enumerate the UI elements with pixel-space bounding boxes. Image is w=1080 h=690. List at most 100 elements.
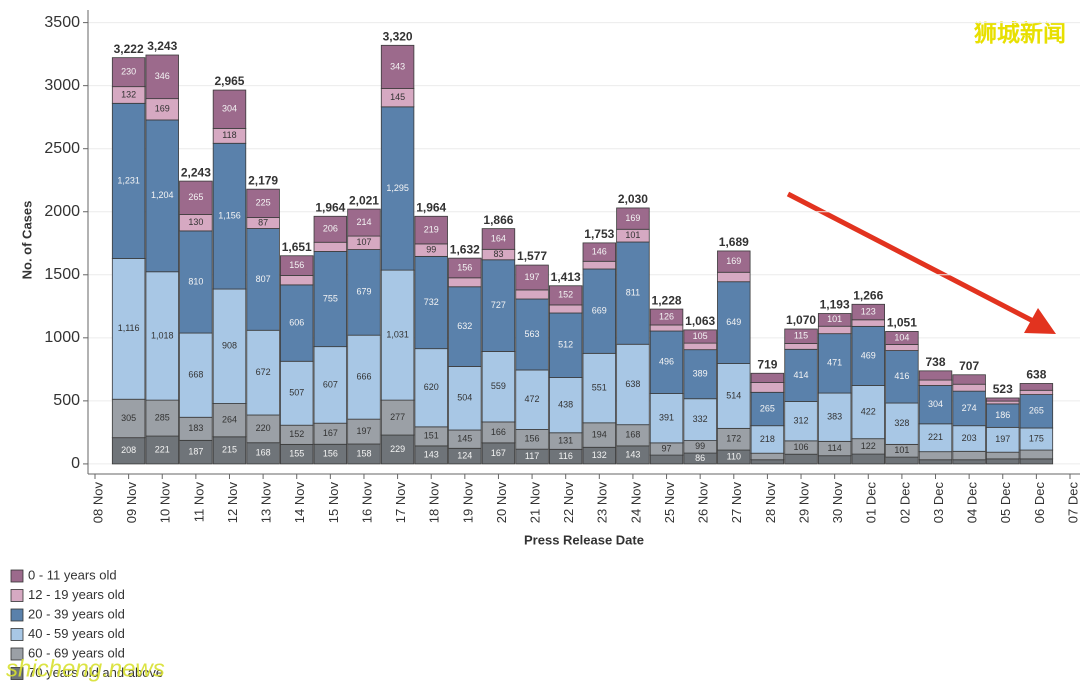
- bar-segment: [313, 241, 348, 252]
- bar-segment: [380, 399, 415, 436]
- x-tick-label: 09 Nov: [124, 482, 139, 524]
- bar-segment: [885, 350, 919, 404]
- segment-label: 277: [390, 412, 405, 422]
- bar-segment: [582, 422, 617, 448]
- segment-label: 551: [592, 382, 607, 392]
- segment-label: 168: [256, 448, 271, 458]
- segment-label: 194: [592, 429, 607, 439]
- x-tick-label: 18 Nov: [427, 482, 442, 524]
- bar-segment: [750, 459, 785, 465]
- bar-segment: [246, 329, 280, 416]
- segment-label: 727: [491, 300, 506, 310]
- total-label: 1,413: [551, 270, 581, 284]
- bar-segment: [414, 348, 448, 428]
- bar-segment: [817, 455, 852, 465]
- x-tick-label: 21 Nov: [528, 482, 543, 524]
- bar-segment: [448, 366, 482, 431]
- y-tick-label: 0: [71, 455, 80, 472]
- total-label: 1,651: [282, 240, 312, 254]
- bar-segment: [717, 281, 751, 364]
- legend-swatch: [10, 628, 24, 641]
- segment-label: 167: [491, 448, 506, 458]
- bar-segment: [784, 343, 818, 350]
- segment-label: 312: [794, 416, 809, 426]
- legend-label: 70 years old and above: [28, 665, 163, 680]
- y-tick-label: 2500: [44, 140, 80, 157]
- segment-label: 101: [827, 314, 842, 324]
- bar-segment: [1019, 389, 1054, 395]
- bar-segment: [918, 459, 953, 465]
- legend-swatch: [10, 608, 24, 622]
- x-tick-label: 15 Nov: [326, 482, 341, 524]
- bar-segment: [145, 399, 179, 437]
- x-tick-label: 02 Dec: [897, 482, 912, 524]
- x-tick-label: 29 Nov: [796, 482, 811, 524]
- bar-segment: [111, 258, 146, 400]
- segment-label: 169: [155, 104, 170, 114]
- segment-label: 755: [323, 293, 338, 303]
- bar-segment: [986, 458, 1020, 465]
- bar-segment: [347, 249, 381, 336]
- y-axis-label: No. of Cases: [19, 201, 34, 280]
- arrow-shaft: [786, 191, 1037, 325]
- x-tick-label: 30 Nov: [830, 482, 845, 524]
- segment-label: 203: [962, 433, 977, 443]
- segment-label: 172: [726, 434, 741, 444]
- total-label: 1,964: [416, 200, 446, 214]
- total-label: 738: [926, 355, 946, 369]
- bar-segment: [280, 284, 314, 362]
- segment-label: 114: [827, 443, 841, 453]
- bar-segment: [851, 319, 885, 327]
- segment-label: 1,156: [218, 211, 241, 221]
- segment-label: 158: [356, 448, 371, 458]
- segment-label: 469: [861, 350, 876, 360]
- bar-segment: [952, 459, 986, 465]
- segment-label: 649: [726, 317, 741, 327]
- segment-label: 104: [894, 332, 909, 342]
- total-label: 1,063: [685, 314, 715, 328]
- segment-label: 145: [457, 434, 472, 444]
- x-tick-label: 07 Dec: [1065, 482, 1080, 524]
- legend-label: 12 - 19 years old: [28, 587, 125, 602]
- segment-label: 221: [155, 444, 170, 454]
- segment-label: 669: [592, 306, 607, 316]
- x-tick-label: 05 Dec: [998, 482, 1013, 524]
- total-label: 1,632: [450, 242, 480, 256]
- bar-segment: [313, 346, 348, 424]
- segment-label: 811: [626, 288, 640, 298]
- segment-label: 101: [625, 230, 640, 240]
- x-tick-label: 26 Nov: [696, 482, 711, 524]
- bar-segment: [481, 259, 516, 352]
- bar-segment: [717, 363, 751, 429]
- bar-segment: [515, 298, 549, 371]
- bar-segment: [649, 330, 684, 394]
- segment-label: 328: [894, 418, 909, 428]
- bar-segment: [851, 453, 885, 465]
- segment-label: 416: [894, 371, 909, 381]
- segment-label: 807: [256, 274, 271, 284]
- segment-label: 215: [222, 445, 237, 455]
- legend-label: 60 - 69 years old: [28, 645, 125, 660]
- segment-label: 908: [222, 341, 237, 351]
- bar-segment: [986, 397, 1020, 402]
- x-tick-label: 28 Nov: [763, 482, 778, 524]
- total-label: 523: [993, 382, 1013, 396]
- x-tick-label: 06 Dec: [1032, 482, 1047, 524]
- bar-segment: [280, 275, 314, 286]
- bar-segment: [683, 329, 717, 344]
- segment-label: 514: [726, 390, 741, 400]
- segment-label: 332: [693, 414, 708, 424]
- bar-segment: [246, 414, 280, 444]
- bar-segment: [481, 351, 516, 423]
- source-mark: shicheng.news: [6, 655, 165, 682]
- bar-segment: [380, 44, 415, 89]
- segment-label: 346: [155, 71, 170, 81]
- x-tick-label: 24 Nov: [628, 482, 643, 524]
- total-label: 2,243: [181, 165, 211, 179]
- segment-label: 145: [390, 92, 405, 102]
- segment-label: 166: [491, 427, 506, 437]
- bar-segment: [986, 451, 1020, 460]
- x-tick-label: 01 Dec: [864, 482, 879, 524]
- legend-swatch: [10, 667, 24, 680]
